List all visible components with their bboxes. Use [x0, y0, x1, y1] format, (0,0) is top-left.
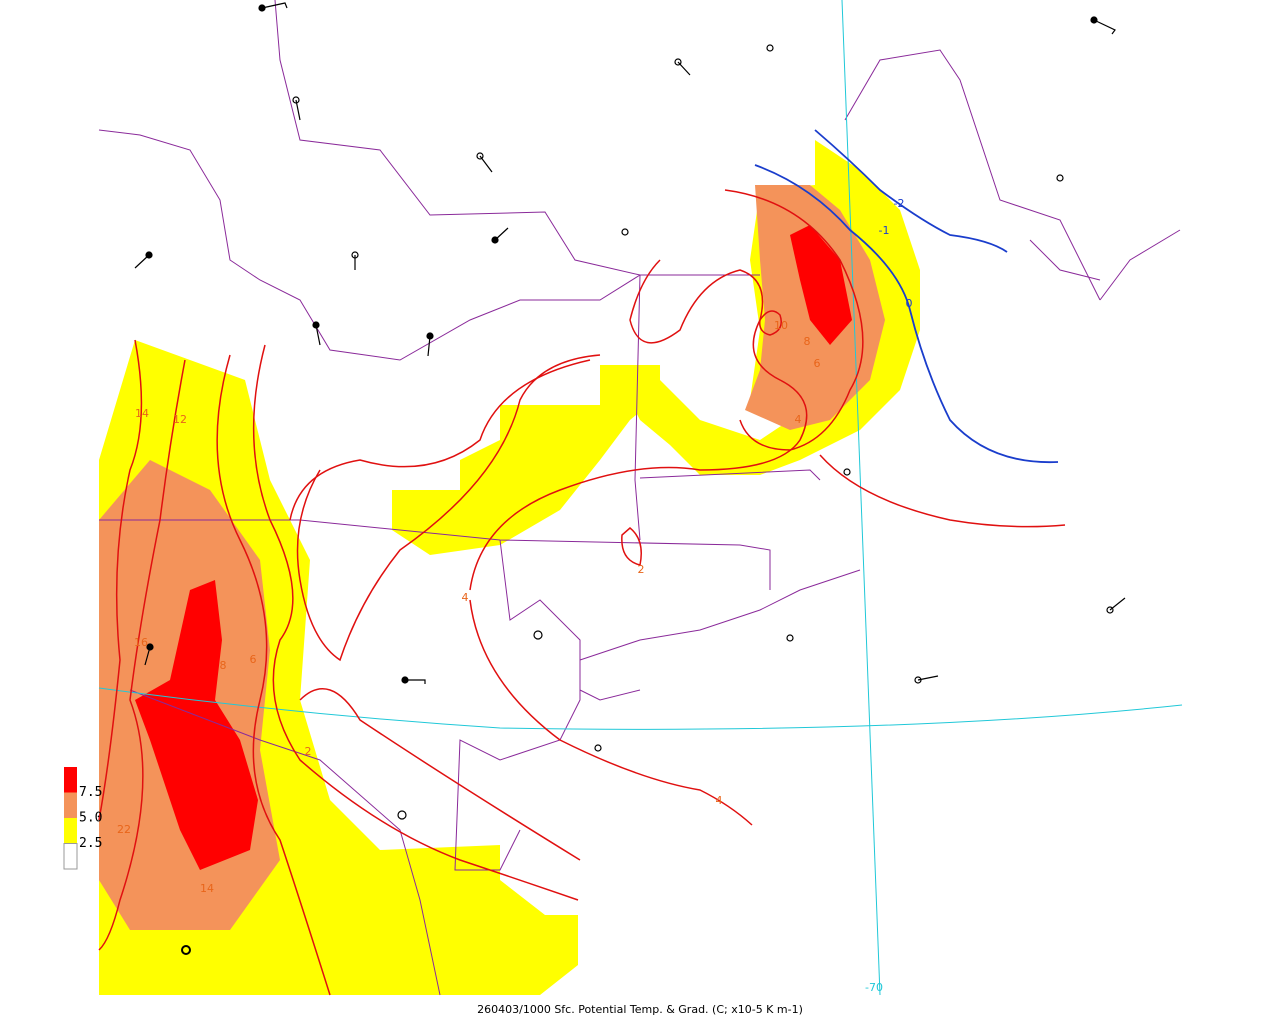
border	[634, 274, 821, 541]
contour-label: 6	[250, 653, 257, 666]
meridian	[841, 0, 881, 996]
contour	[216, 354, 331, 996]
contour-label: 12	[173, 413, 187, 426]
isentropes	[98, 189, 1066, 996]
contour-label: 16	[134, 636, 148, 649]
isentropes-cold	[754, 129, 1059, 464]
contour	[98, 339, 143, 821]
station	[766, 44, 774, 52]
coast	[579, 569, 861, 701]
contour	[621, 527, 642, 566]
legend-swatch	[63, 843, 78, 870]
contour-label: 8	[220, 659, 227, 672]
red-area	[790, 225, 852, 345]
station	[594, 744, 602, 752]
parallel	[98, 687, 1183, 730]
contour-label: 14	[200, 882, 214, 895]
station	[843, 468, 851, 476]
legend-swatch	[64, 818, 77, 844]
station	[621, 228, 629, 236]
station	[397, 810, 407, 820]
contour	[814, 129, 1008, 253]
contour-label: 22	[117, 823, 131, 836]
contour-label: 4	[716, 794, 723, 807]
legend-label: 2.5	[79, 836, 102, 851]
contour-label: 10	[774, 319, 788, 332]
border	[844, 49, 1101, 301]
contour-label: 2	[305, 745, 312, 758]
station	[1106, 606, 1114, 614]
legend: 7.5 5.0 2.5	[63, 767, 102, 870]
legend-swatch	[64, 792, 77, 818]
station	[1056, 174, 1064, 182]
contour-label: 6	[814, 357, 821, 370]
legend-swatch	[64, 767, 77, 793]
shaded-gradient	[99, 140, 920, 995]
station	[786, 634, 794, 642]
contour	[296, 354, 601, 662]
contour-label: -2	[894, 197, 905, 210]
border	[99, 519, 771, 590]
border	[129, 689, 441, 996]
meridian-label: -70	[865, 981, 883, 994]
contour-labels: 14 12 16 8 6 2 4 22 14 10 8 6 4 2 4 -2 -…	[117, 197, 913, 994]
contour	[724, 189, 864, 451]
contour-label: 8	[804, 335, 811, 348]
graticule	[98, 0, 1183, 996]
contour-label: 14	[135, 407, 149, 420]
contour	[289, 359, 591, 521]
station	[533, 630, 543, 640]
red-area	[135, 580, 258, 870]
coast	[1029, 229, 1181, 301]
contour	[252, 344, 579, 901]
wind-barb	[134, 2, 1126, 684]
contour-label: 4	[795, 413, 802, 426]
borders	[98, 0, 1181, 996]
yellow-area	[392, 365, 660, 555]
stations	[134, 2, 1126, 955]
station	[181, 945, 191, 955]
contour	[98, 359, 186, 951]
contour	[819, 454, 1066, 528]
legend-label: 7.5	[79, 785, 102, 800]
contour-label: -1	[879, 224, 890, 237]
contour	[299, 688, 581, 861]
contour	[469, 259, 808, 591]
border	[274, 0, 760, 276]
contour-label: 0	[906, 297, 913, 310]
border	[98, 129, 641, 361]
station	[674, 58, 682, 66]
legend-label: 5.0	[79, 811, 102, 826]
station	[476, 152, 484, 160]
contour-label: 2	[638, 563, 645, 576]
contour-label: 4	[462, 591, 469, 604]
caption: 260403/1000 Sfc. Potential Temp. & Grad.…	[477, 1003, 803, 1016]
contour	[469, 599, 753, 826]
contour	[754, 164, 1059, 464]
contour	[758, 310, 782, 336]
